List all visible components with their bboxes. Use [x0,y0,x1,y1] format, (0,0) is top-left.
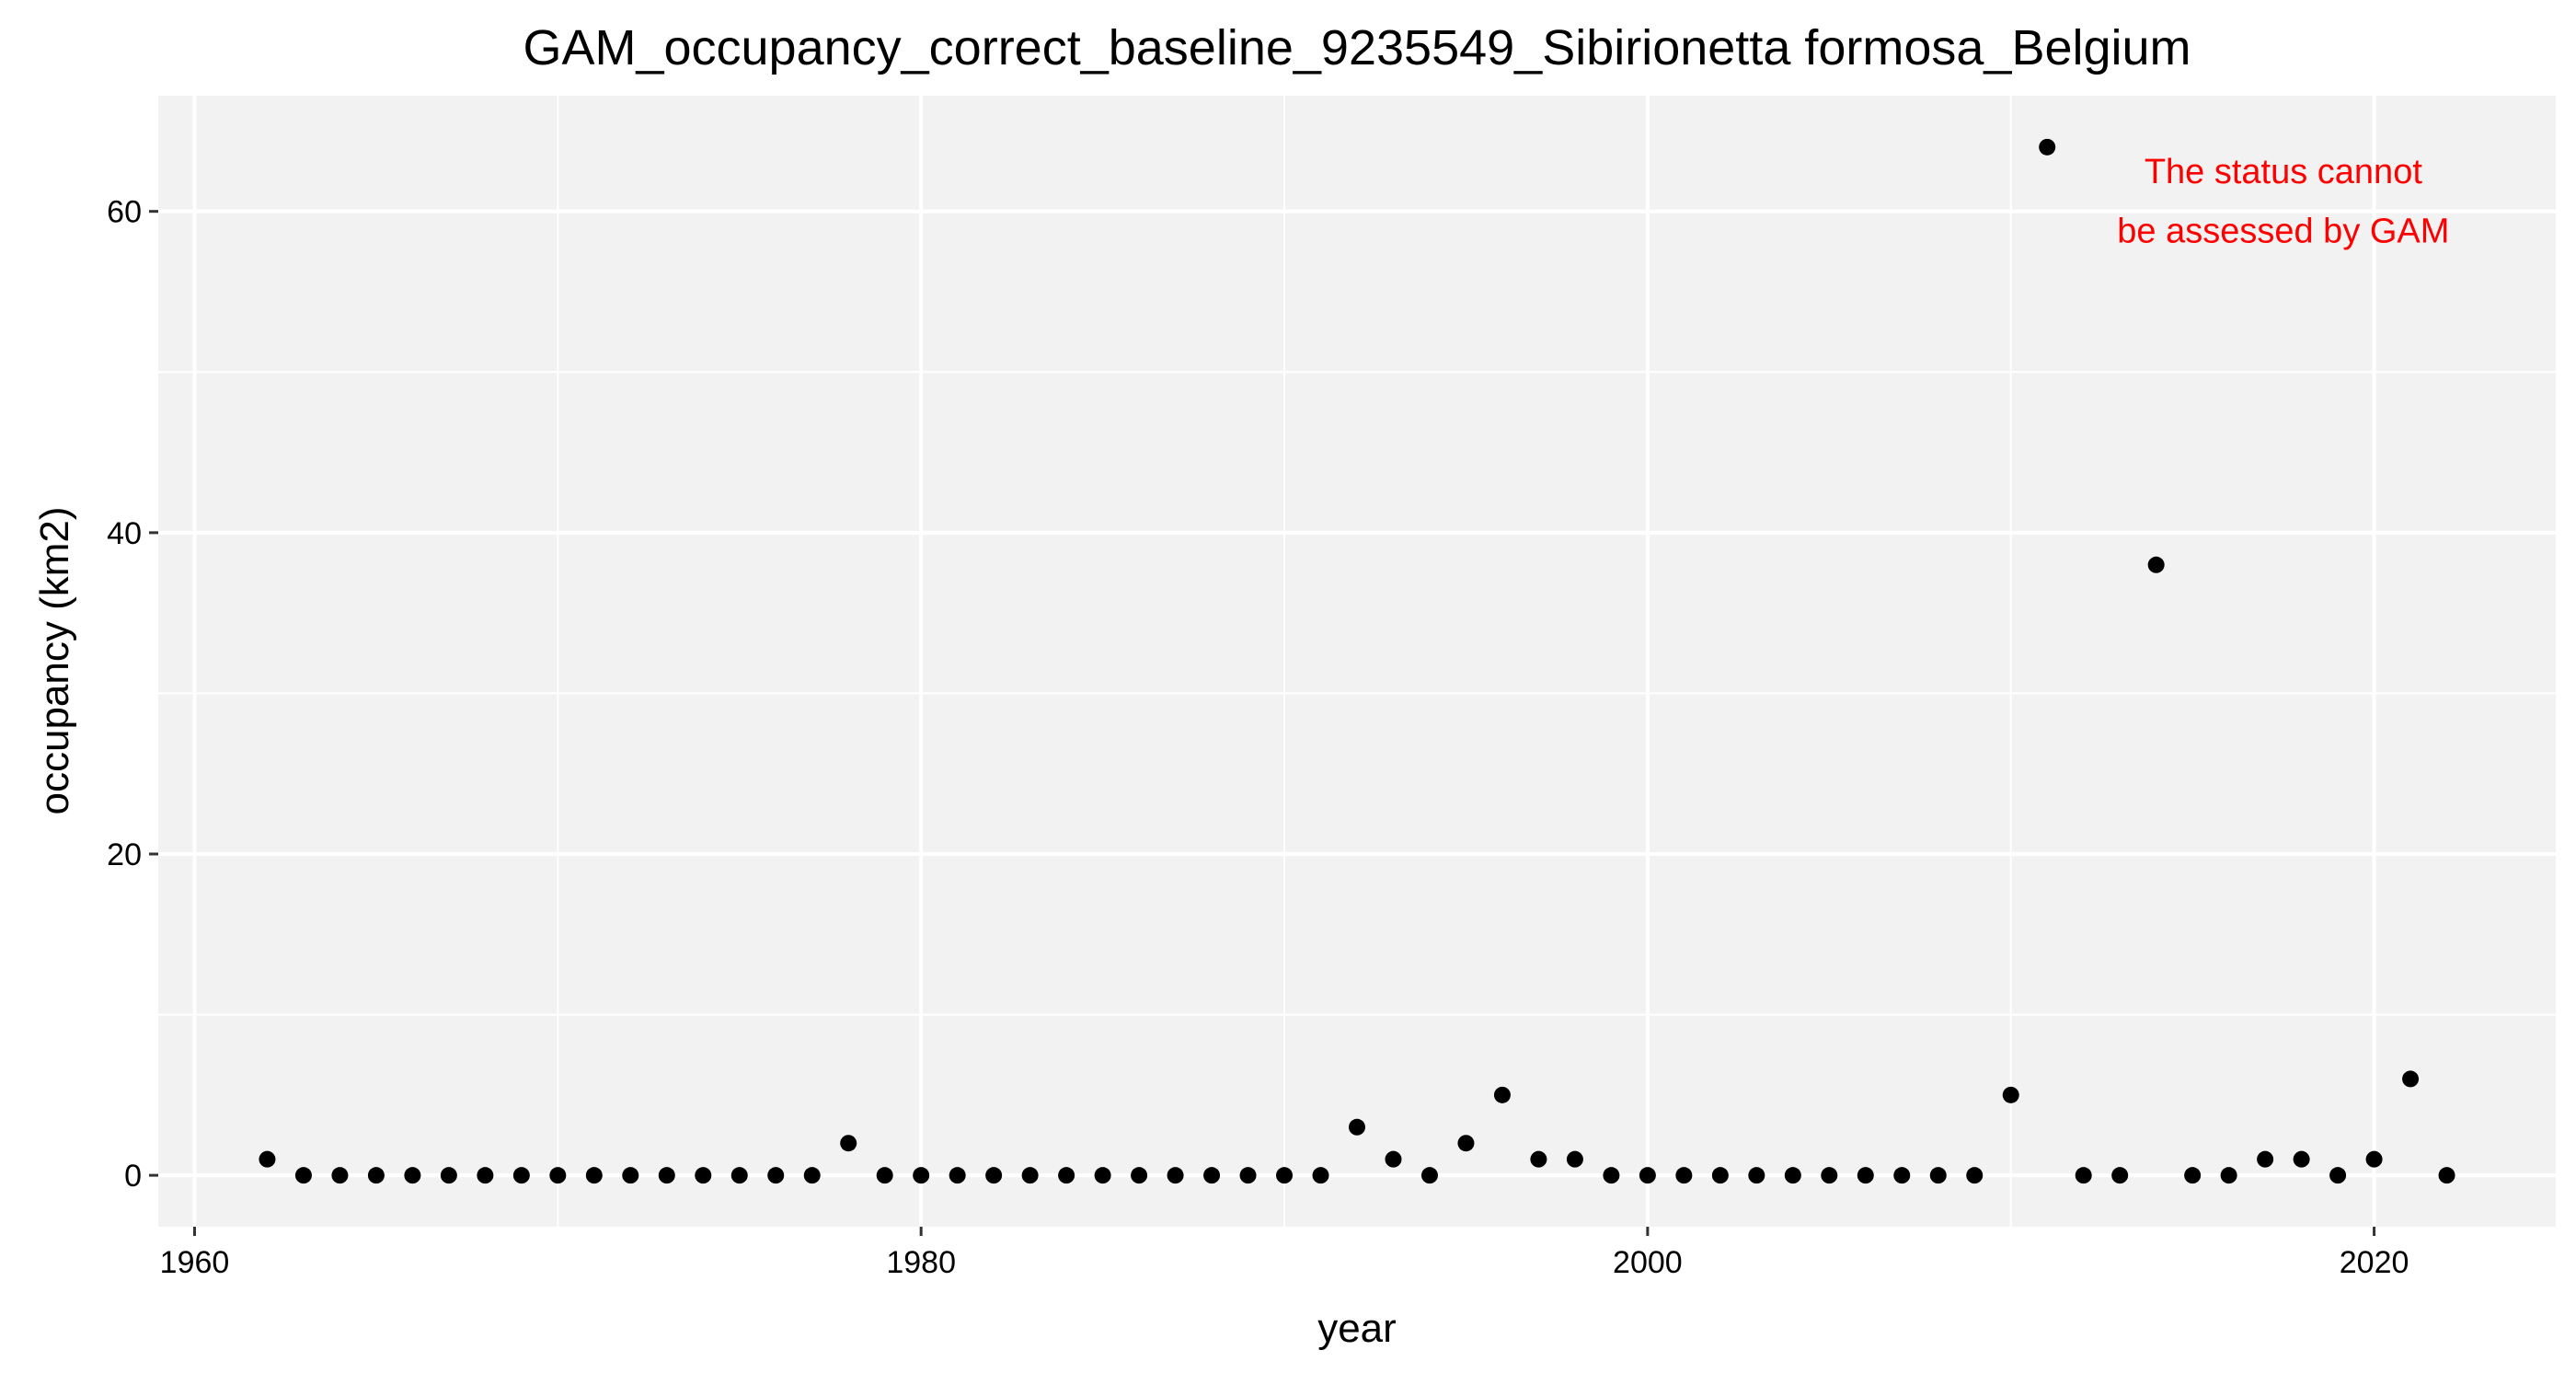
data-point [1603,1167,1620,1184]
data-point [585,1167,603,1184]
data-point [1131,1167,1148,1184]
data-point [2220,1167,2237,1184]
data-point [259,1150,276,1168]
data-point [1312,1167,1329,1184]
data-point [840,1135,857,1152]
data-point [1239,1167,1257,1184]
data-point [2039,138,2056,156]
data-point [2257,1150,2274,1168]
data-point [1457,1135,1475,1152]
chart-title: GAM_occupancy_correct_baseline_9235549_S… [523,20,2191,75]
y-tick-label: 60 [107,195,142,230]
data-point [1094,1167,1111,1184]
data-point [2111,1167,2129,1184]
x-axis-title: year [1317,1306,1397,1351]
data-point [1530,1150,1547,1168]
x-tick-label: 1980 [886,1245,956,1280]
data-point [1566,1150,1583,1168]
data-point [695,1167,712,1184]
data-point [913,1167,930,1184]
data-point [1058,1167,1075,1184]
x-tick-label: 2020 [2340,1245,2409,1280]
y-axis-title: occupancy (km2) [32,506,77,814]
data-point [2147,556,2165,573]
data-point [1276,1167,1294,1184]
data-point [2075,1167,2092,1184]
data-point [1167,1167,1184,1184]
data-point [1784,1167,1801,1184]
data-point [294,1167,312,1184]
data-point [440,1167,457,1184]
data-point [1929,1167,1947,1184]
data-point [1385,1150,1402,1168]
data-points [259,138,2455,1184]
data-point [1420,1167,1438,1184]
data-point [949,1167,966,1184]
data-point [1493,1086,1511,1103]
data-point [1711,1167,1729,1184]
data-point [2002,1086,2019,1103]
annotation-line: be assessed by GAM [2117,213,2449,251]
data-point [549,1167,567,1184]
annotation: The status cannot be assessed by GAM [2117,153,2449,251]
data-point [658,1167,675,1184]
y-tick-label: 0 [124,1159,142,1194]
data-point [803,1167,821,1184]
data-point [2184,1167,2202,1184]
data-point [512,1167,530,1184]
data-point [367,1167,385,1184]
y-tick-label: 40 [107,516,142,551]
data-point [622,1167,639,1184]
data-point [2365,1150,2383,1168]
data-point [1857,1167,1874,1184]
x-tick-label: 1960 [160,1245,230,1280]
data-point [2402,1070,2420,1088]
data-point [1203,1167,1221,1184]
data-point [730,1167,748,1184]
data-point [1675,1167,1693,1184]
data-point [1021,1167,1039,1184]
data-point [331,1167,349,1184]
data-point [404,1167,421,1184]
data-point [1639,1167,1656,1184]
data-point [1821,1167,1838,1184]
data-point [767,1167,785,1184]
data-point [2329,1167,2347,1184]
data-point [2438,1167,2455,1184]
plot-panel [158,96,2556,1227]
data-point [876,1167,893,1184]
y-tick-label: 20 [107,837,142,872]
data-point [477,1167,494,1184]
x-tick-label: 2000 [1613,1245,1683,1280]
data-point [2293,1150,2310,1168]
annotation-line: The status cannot [2145,153,2423,191]
data-point [1893,1167,1911,1184]
data-point [1748,1167,1765,1184]
data-point [985,1167,1003,1184]
data-point [1966,1167,1984,1184]
data-point [1349,1118,1365,1136]
axes: 1960 1980 2000 2020 0 20 40 60 [107,195,2409,1280]
